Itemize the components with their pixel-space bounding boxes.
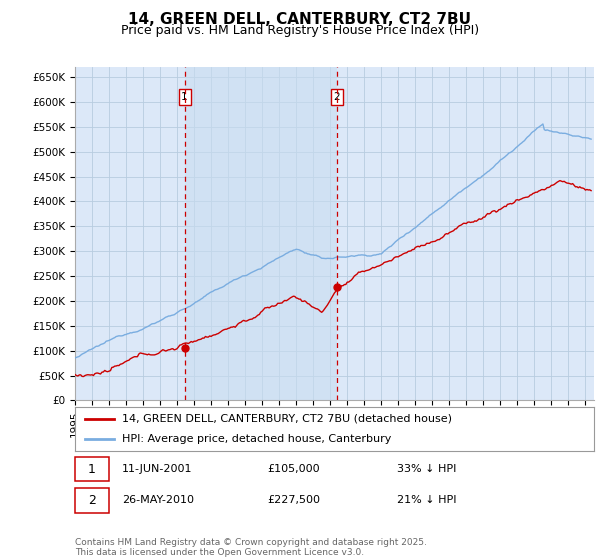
Text: £105,000: £105,000 bbox=[267, 464, 320, 474]
Text: 2: 2 bbox=[334, 92, 340, 102]
Text: 1: 1 bbox=[88, 463, 96, 475]
Text: 26-MAY-2010: 26-MAY-2010 bbox=[122, 496, 194, 506]
Text: 2: 2 bbox=[88, 494, 96, 507]
Text: 14, GREEN DELL, CANTERBURY, CT2 7BU (detached house): 14, GREEN DELL, CANTERBURY, CT2 7BU (det… bbox=[122, 414, 452, 424]
Text: 11-JUN-2001: 11-JUN-2001 bbox=[122, 464, 192, 474]
FancyBboxPatch shape bbox=[75, 457, 109, 481]
Text: 33% ↓ HPI: 33% ↓ HPI bbox=[397, 464, 456, 474]
Text: Price paid vs. HM Land Registry's House Price Index (HPI): Price paid vs. HM Land Registry's House … bbox=[121, 24, 479, 36]
Bar bbox=[185, 67, 337, 400]
Text: Contains HM Land Registry data © Crown copyright and database right 2025.
This d: Contains HM Land Registry data © Crown c… bbox=[75, 538, 427, 557]
FancyBboxPatch shape bbox=[75, 488, 109, 512]
Text: £227,500: £227,500 bbox=[267, 496, 320, 506]
Text: 21% ↓ HPI: 21% ↓ HPI bbox=[397, 496, 456, 506]
Text: 14, GREEN DELL, CANTERBURY, CT2 7BU: 14, GREEN DELL, CANTERBURY, CT2 7BU bbox=[128, 12, 472, 27]
Text: HPI: Average price, detached house, Canterbury: HPI: Average price, detached house, Cant… bbox=[122, 434, 391, 444]
Text: 1: 1 bbox=[181, 92, 188, 102]
